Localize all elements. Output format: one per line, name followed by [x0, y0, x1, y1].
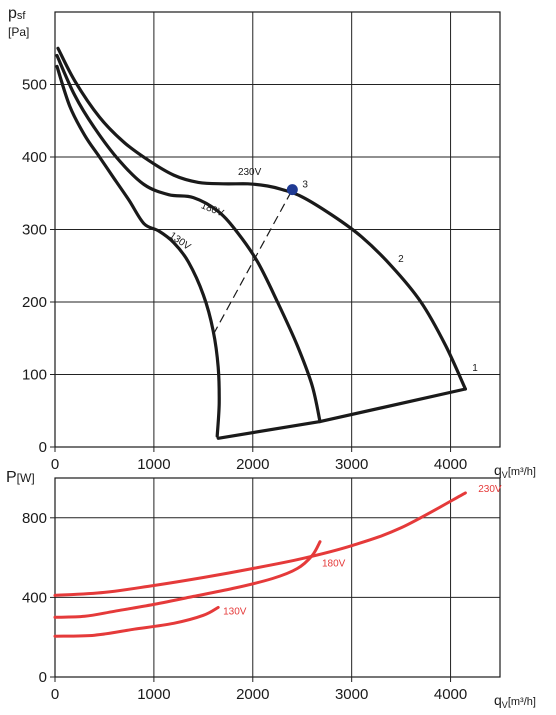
series-label-180v: 180V: [199, 200, 225, 219]
x-tick-label: 2000: [236, 456, 269, 473]
y-axis-label: psf: [8, 5, 26, 22]
y-axis-label-unit: [W]: [17, 471, 35, 485]
y-tick-label: 400: [22, 589, 47, 606]
series-label-230v: 230V: [238, 167, 262, 178]
y-tick-label: 0: [39, 669, 47, 686]
x-axis-label-unit: [m³/h]: [508, 696, 536, 708]
y-axis-label-main: p: [8, 5, 17, 22]
series-line-230v: [56, 46, 467, 391]
point-label: 1: [472, 363, 478, 374]
y-tick-label: 800: [22, 510, 47, 527]
y-tick-label: 400: [22, 149, 47, 166]
y-tick-label: 0: [39, 439, 47, 456]
y-tick-label: 500: [22, 77, 47, 94]
x-axis-label: qV[m³/h]: [494, 692, 536, 710]
x-tick-label: 4000: [434, 456, 467, 473]
series-line-230v: [53, 491, 467, 597]
series-line-130v: [55, 64, 221, 438]
x-tick-label: 1000: [137, 686, 170, 703]
x-tick-label: 2000: [236, 686, 269, 703]
series-label-230v: 230V: [478, 484, 502, 495]
x-axis-label: qV[m³/h]: [494, 462, 536, 480]
series-label-130v: 130V: [223, 606, 247, 617]
operating-point-marker: [286, 184, 298, 196]
y-tick-label: 300: [22, 222, 47, 239]
series-line-130v: [53, 605, 220, 638]
plot-frame: [54, 477, 501, 678]
x-tick-label: 0: [51, 456, 59, 473]
series-line-180v: [55, 53, 322, 424]
series-line-envelope: [216, 387, 467, 440]
x-tick-label: 0: [51, 686, 59, 703]
x-axis-label-sub: V: [502, 700, 508, 710]
series-line-180v: [53, 540, 322, 619]
y-axis-label: P[W]: [6, 469, 35, 486]
x-tick-label: 3000: [335, 456, 368, 473]
x-tick-label: 3000: [335, 686, 368, 703]
series-label-180v: 180V: [322, 559, 346, 570]
x-axis-label-sub: V: [502, 470, 508, 480]
x-tick-label: 1000: [137, 456, 170, 473]
y-axis-label-main: P: [6, 469, 17, 486]
point-label: 3: [302, 180, 308, 191]
x-tick-label: 4000: [434, 686, 467, 703]
y-tick-label: 200: [22, 294, 47, 311]
point-label: 2: [398, 254, 404, 265]
y-axis-label-sub: sf: [17, 10, 27, 22]
x-axis-label-main: q: [494, 462, 502, 478]
x-axis-label-unit: [m³/h]: [508, 466, 536, 478]
y-tick-label: 100: [22, 367, 47, 384]
x-axis-label-main: q: [494, 692, 502, 708]
y-axis-unit: [Pa]: [8, 25, 29, 39]
